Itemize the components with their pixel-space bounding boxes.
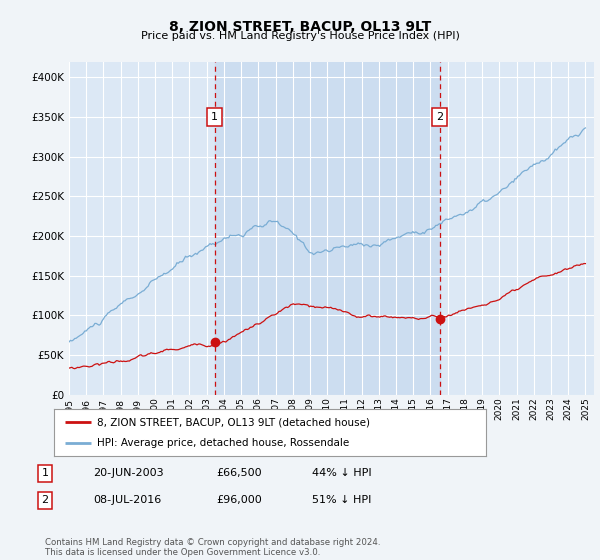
Text: HPI: Average price, detached house, Rossendale: HPI: Average price, detached house, Ross…	[97, 438, 349, 448]
Text: Price paid vs. HM Land Registry's House Price Index (HPI): Price paid vs. HM Land Registry's House …	[140, 31, 460, 41]
Text: 8, ZION STREET, BACUP, OL13 9LT (detached house): 8, ZION STREET, BACUP, OL13 9LT (detache…	[97, 417, 370, 427]
Text: 1: 1	[211, 112, 218, 122]
Text: £96,000: £96,000	[216, 495, 262, 505]
Text: £66,500: £66,500	[216, 468, 262, 478]
Text: 2: 2	[436, 112, 443, 122]
Text: 08-JUL-2016: 08-JUL-2016	[93, 495, 161, 505]
Text: 44% ↓ HPI: 44% ↓ HPI	[312, 468, 371, 478]
Text: 20-JUN-2003: 20-JUN-2003	[93, 468, 164, 478]
Text: 51% ↓ HPI: 51% ↓ HPI	[312, 495, 371, 505]
Bar	[215, 62, 440, 395]
Text: 8, ZION STREET, BACUP, OL13 9LT: 8, ZION STREET, BACUP, OL13 9LT	[169, 20, 431, 34]
Text: 2: 2	[41, 495, 49, 505]
Text: Contains HM Land Registry data © Crown copyright and database right 2024.
This d: Contains HM Land Registry data © Crown c…	[45, 538, 380, 557]
Text: 1: 1	[41, 468, 49, 478]
